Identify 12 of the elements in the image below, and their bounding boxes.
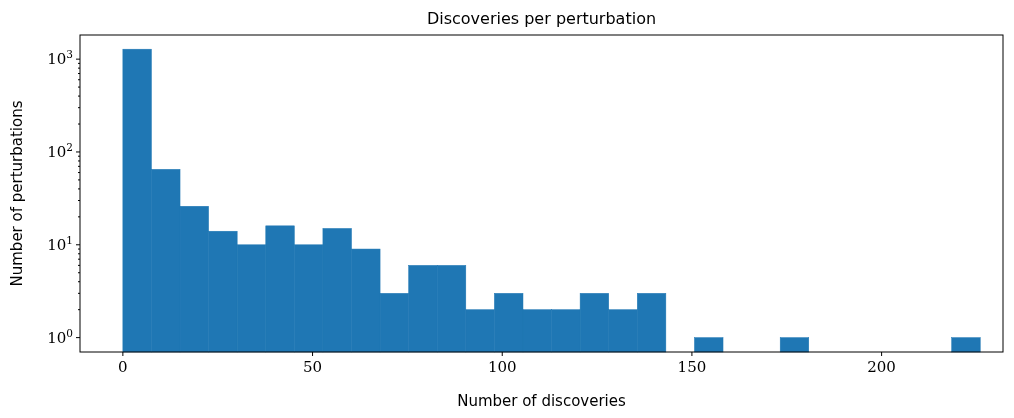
chart-title: Discoveries per perturbation [426,9,657,28]
x-tick-label: 200 [867,358,896,376]
x-tick-label: 150 [677,358,707,376]
x-axis-title: Number of discoveries [457,392,627,410]
y-axis-title: Number of perturbations [8,100,26,287]
y-tick-label: 10$^{3}$ [47,48,73,69]
x-tick-label: 50 [303,358,323,376]
y-tick-label: 10$^{1}$ [47,233,73,254]
y-tick-label: 10$^{2}$ [47,140,73,161]
x-tick-label: 100 [487,358,517,376]
y-tick-label: 10$^{0}$ [47,326,73,347]
x-tick-label: 0 [118,358,128,376]
